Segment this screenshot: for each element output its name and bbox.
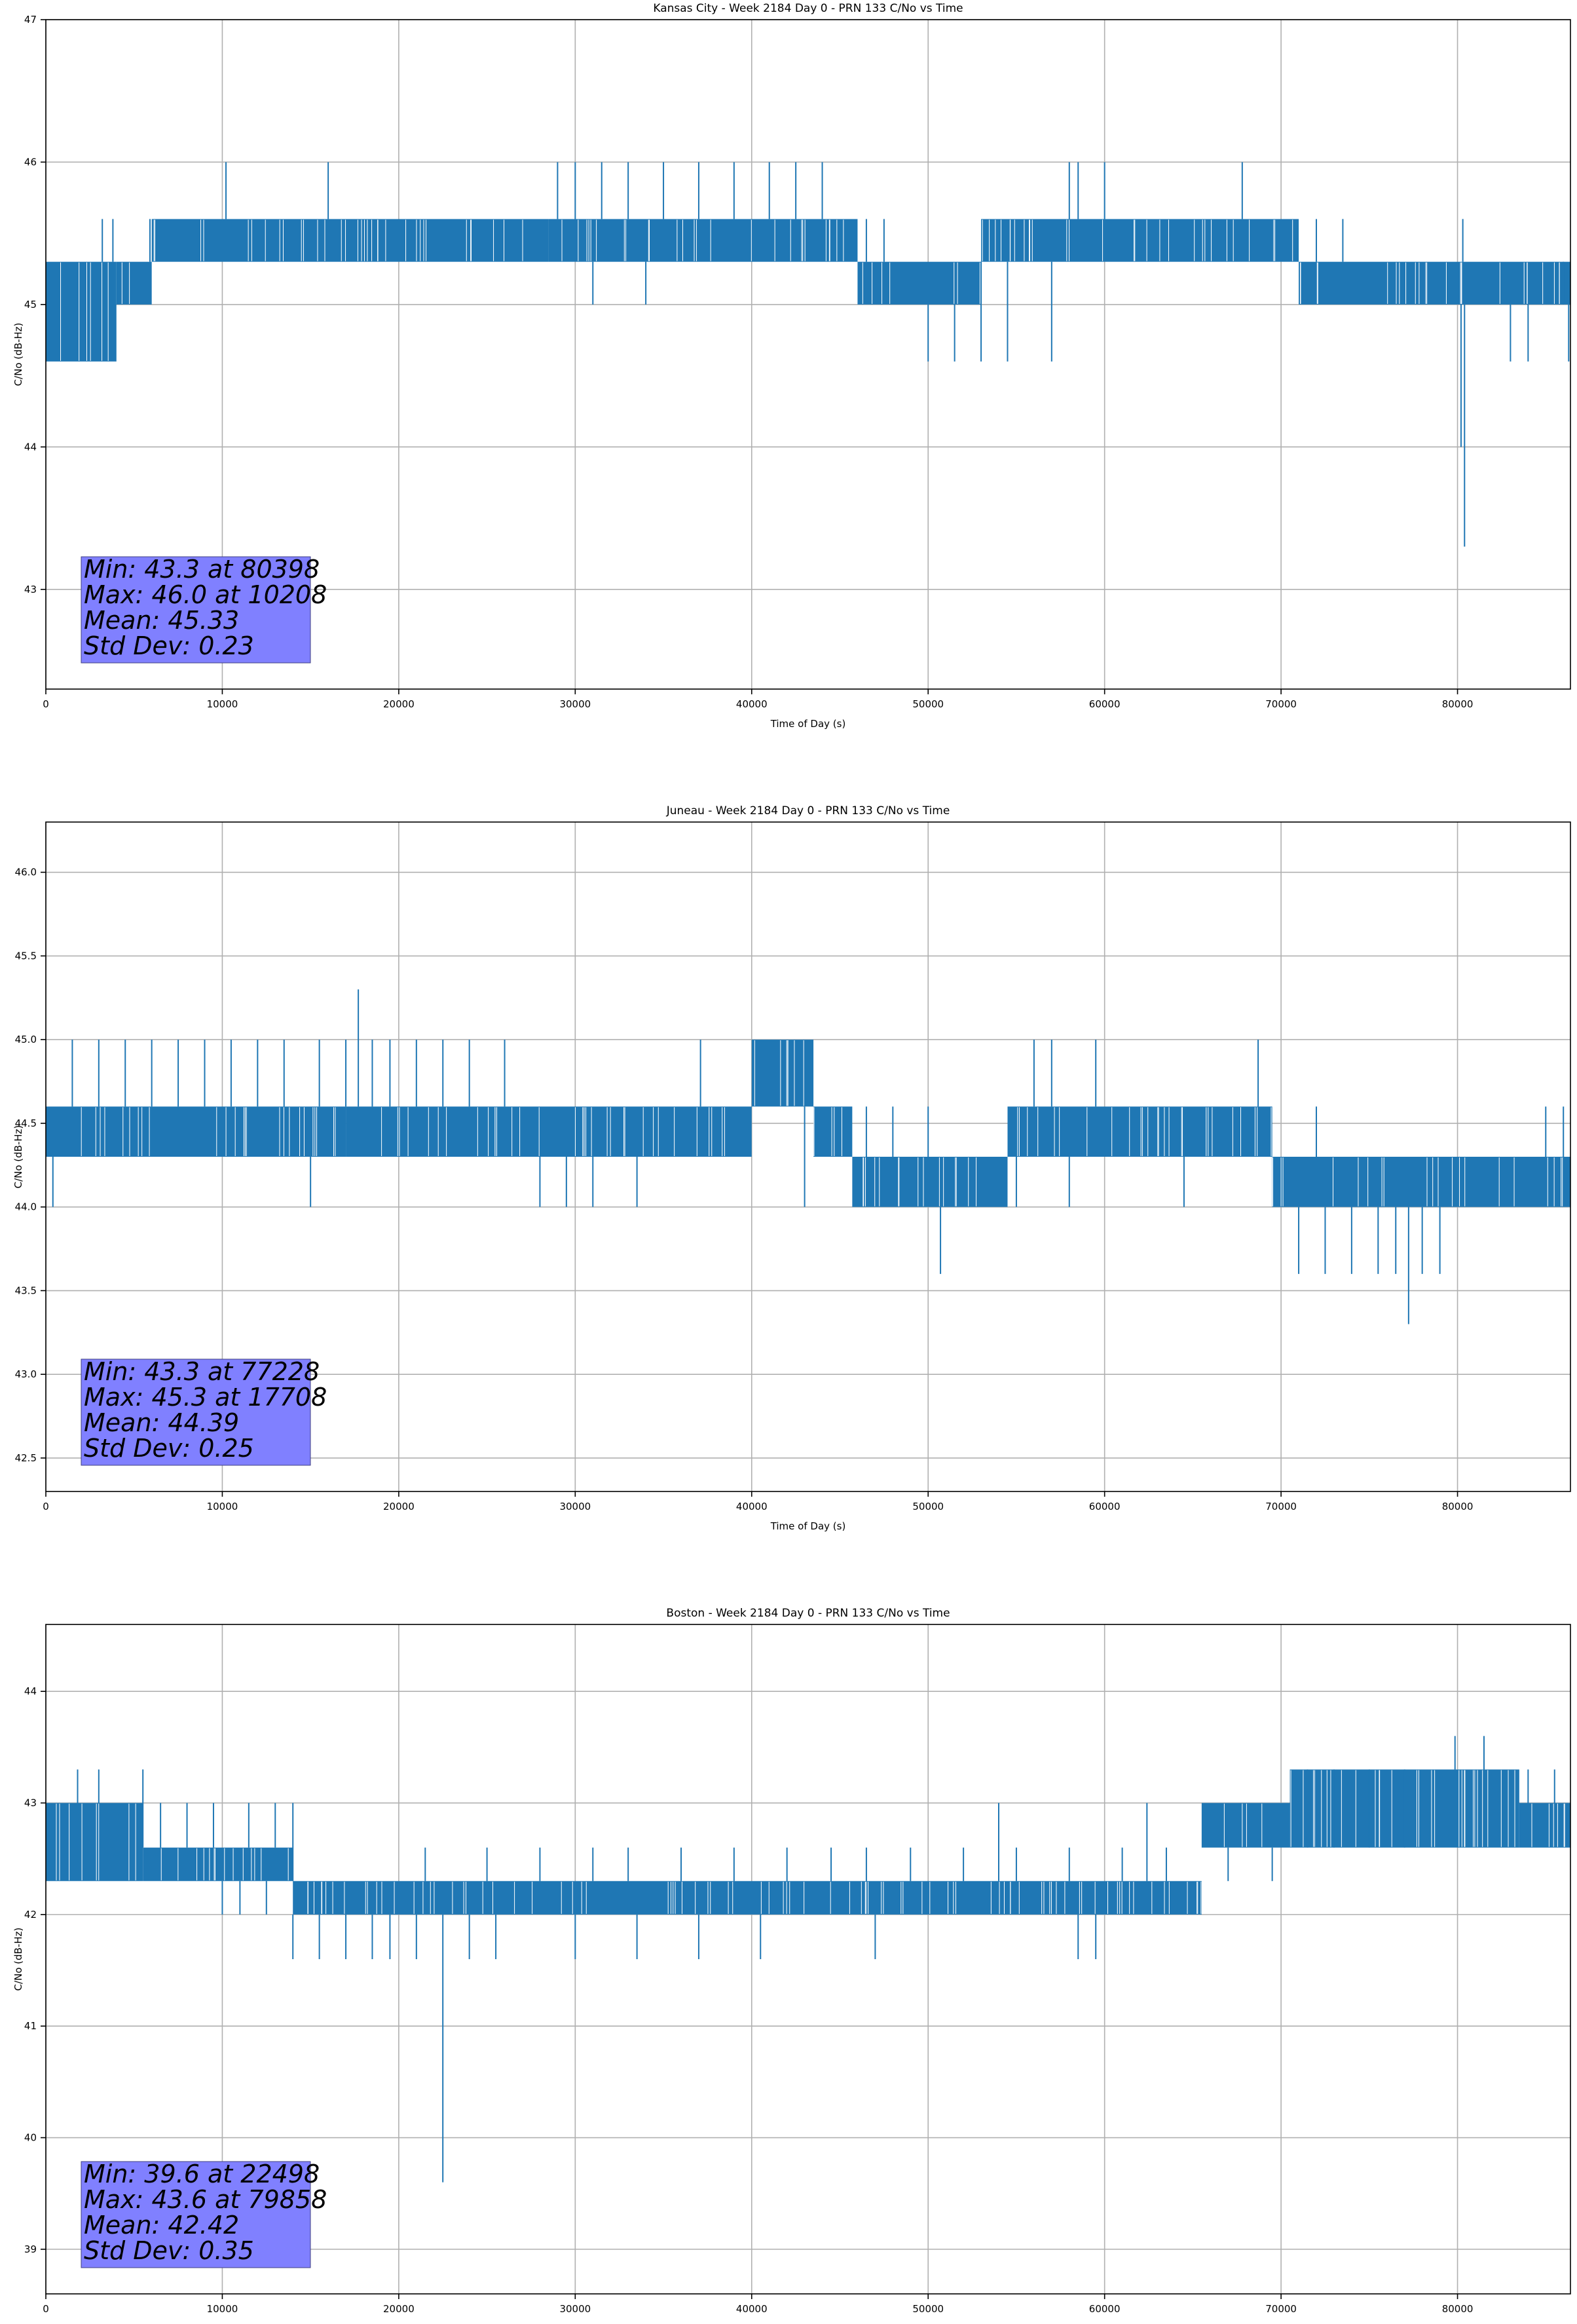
- x-tick-label: 50000: [912, 698, 944, 710]
- y-axis-label: C/No (dB-Hz): [12, 1125, 24, 1189]
- x-tick-label: 60000: [1089, 698, 1121, 710]
- series-group: [46, 989, 1570, 1324]
- x-tick-label: 50000: [912, 1501, 944, 1512]
- stats-line: Mean: 42.42: [84, 2211, 239, 2240]
- stats-line: Max: 43.6 at 79858: [84, 2185, 327, 2214]
- y-tick-label: 39: [24, 2243, 37, 2255]
- y-tick-label: 46: [24, 156, 37, 168]
- y-tick-label: 40: [24, 2132, 37, 2144]
- x-tick-label: 70000: [1265, 2303, 1297, 2315]
- series-band: [293, 1881, 1202, 1915]
- series-band: [46, 1106, 346, 1157]
- y-tick-label: 41: [24, 2020, 37, 2032]
- series-band: [346, 1106, 399, 1157]
- series-band: [548, 219, 858, 262]
- x-tick-label: 30000: [559, 1501, 591, 1512]
- stats-line: Min: 43.3 at 80398: [84, 555, 320, 584]
- x-tick-label: 40000: [736, 1501, 768, 1512]
- x-tick-label: 60000: [1089, 2303, 1121, 2315]
- y-tick-label: 43.0: [15, 1368, 37, 1380]
- x-tick-label: 70000: [1265, 1501, 1297, 1512]
- x-tick-label: 10000: [207, 698, 238, 710]
- stats-line: Std Dev: 0.25: [84, 1434, 254, 1463]
- series-band: [143, 1847, 293, 1881]
- y-axis-label: C/No (dB-Hz): [12, 1928, 24, 1991]
- plot-frame: [45, 821, 1571, 1492]
- x-axis-label: Time of Day (s): [770, 2323, 846, 2324]
- x-tick-label: 60000: [1089, 1501, 1121, 1512]
- stats-line: Max: 45.3 at 17708: [84, 1383, 327, 1412]
- chart-panel-0: 0 10000 20000 30000 40000 50000 60000 70000 8000…: [12, 2, 1571, 730]
- stats-box: [81, 556, 311, 664]
- x-tick-label: 80000: [1442, 2303, 1474, 2315]
- y-tick-label: 43.5: [15, 1284, 37, 1296]
- series-band: [1007, 1106, 1272, 1157]
- stats-line: Mean: 44.39: [84, 1408, 239, 1437]
- series-band: [1519, 1803, 1570, 1848]
- y-tick-label: 42.5: [15, 1452, 37, 1464]
- stats-line: Std Dev: 0.35: [84, 2236, 254, 2265]
- x-tick-label: 50000: [912, 2303, 944, 2315]
- y-tick-label: 44: [24, 441, 37, 453]
- x-axis-label: Time of Day (s): [770, 718, 846, 730]
- series-band: [1272, 1157, 1570, 1207]
- x-tick-label: 70000: [1265, 698, 1297, 710]
- series-group: [46, 1736, 1570, 2183]
- y-tick-label: 43: [24, 584, 37, 595]
- y-tick-label: 44: [24, 1685, 37, 1697]
- stats-box: [81, 2161, 311, 2268]
- x-tick-label: 10000: [207, 1501, 238, 1512]
- x-tick-label: 0: [43, 2303, 49, 2315]
- series-group: [46, 162, 1570, 547]
- series-band: [1201, 1803, 1290, 1848]
- x-tick-label: 20000: [383, 2303, 415, 2315]
- y-tick-label: 46.0: [15, 867, 37, 878]
- x-tick-label: 80000: [1442, 1501, 1474, 1512]
- series-band: [1299, 261, 1570, 305]
- stats-line: Std Dev: 0.23: [84, 631, 254, 660]
- x-axis-label: Time of Day (s): [770, 1520, 846, 1532]
- series-band: [857, 261, 982, 305]
- plot-frame: [45, 1624, 1571, 2295]
- series-band: [852, 1157, 1008, 1207]
- y-tick-label: 44.0: [15, 1201, 37, 1213]
- chart-title: Boston - Week 2184 Day 0 - PRN 133 C/No …: [666, 1607, 950, 1620]
- chart-panel-1: 0 10000 20000 30000 40000 50000 60000 70000 8000…: [12, 804, 1571, 1532]
- series-band: [151, 219, 549, 262]
- series-band: [46, 261, 117, 362]
- stats-box: [81, 1359, 311, 1466]
- x-tick-label: 80000: [1442, 698, 1474, 710]
- stats-line: Mean: 45.33: [84, 606, 239, 635]
- x-tick-label: 10000: [207, 2303, 238, 2315]
- y-tick-label: 47: [24, 14, 37, 26]
- y-tick-label: 44.5: [15, 1117, 37, 1129]
- x-tick-label: 30000: [559, 698, 591, 710]
- stats-line: Min: 43.3 at 77228: [84, 1357, 320, 1386]
- series-band: [981, 219, 1299, 262]
- series-band: [813, 1106, 853, 1157]
- series-band: [751, 1040, 814, 1107]
- y-tick-label: 45: [24, 299, 37, 310]
- stats-line: Max: 46.0 at 10208: [84, 580, 327, 609]
- y-axis-label: C/No (dB-Hz): [12, 323, 24, 386]
- series-band: [46, 1803, 143, 1881]
- x-tick-label: 0: [43, 1501, 49, 1512]
- y-tick-label: 43: [24, 1797, 37, 1809]
- chart-panel-2: 0 10000 20000 30000 40000 50000 60000 70000 8000…: [12, 1607, 1571, 2324]
- x-tick-label: 30000: [559, 2303, 591, 2315]
- chart-title: Juneau - Week 2184 Day 0 - PRN 133 C/No …: [666, 804, 950, 817]
- x-tick-label: 20000: [383, 1501, 415, 1512]
- stats-line: Min: 39.6 at 22498: [84, 2160, 320, 2188]
- y-tick-label: 45.5: [15, 950, 37, 962]
- x-tick-label: 40000: [736, 698, 768, 710]
- x-tick-label: 0: [43, 698, 49, 710]
- y-tick-label: 42: [24, 1909, 37, 1921]
- plot-frame: [45, 19, 1571, 690]
- x-tick-label: 40000: [736, 2303, 768, 2315]
- x-tick-label: 20000: [383, 698, 415, 710]
- chart-title: Kansas City - Week 2184 Day 0 - PRN 133 …: [653, 2, 963, 15]
- y-tick-label: 45.0: [15, 1034, 37, 1045]
